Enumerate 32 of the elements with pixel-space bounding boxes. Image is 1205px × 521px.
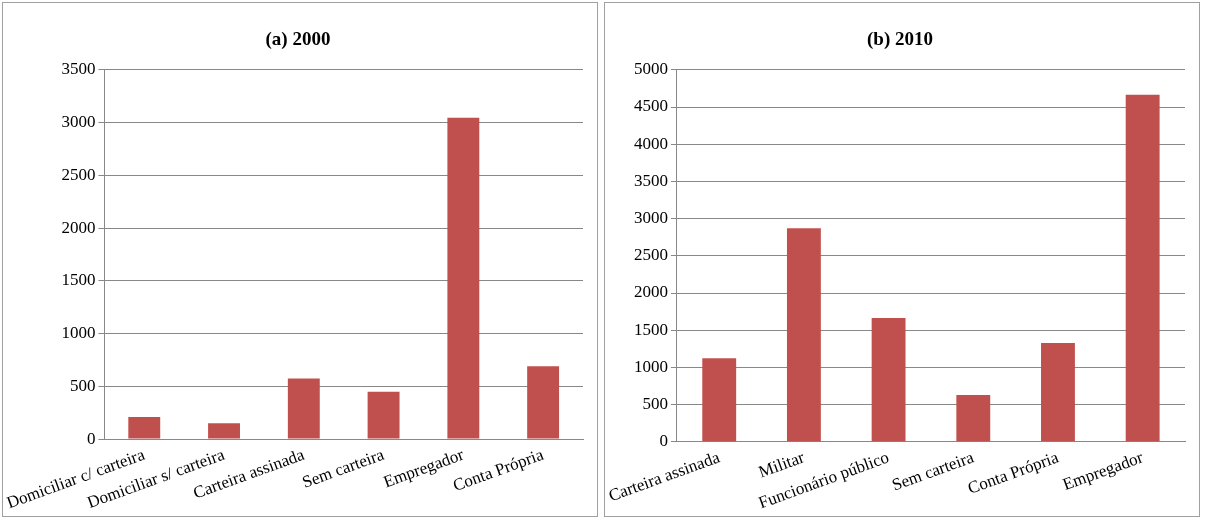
y-tick-label: 3500 — [633, 170, 668, 190]
y-tick-label: 0 — [86, 428, 96, 448]
bar — [1041, 342, 1075, 442]
bar — [287, 378, 320, 439]
y-tick-label: 1000 — [61, 323, 96, 343]
bar — [527, 366, 560, 439]
bar — [367, 391, 400, 439]
bar — [956, 394, 991, 442]
bar — [786, 228, 821, 442]
bar — [702, 358, 737, 442]
y-tick-label: 3000 — [61, 112, 96, 132]
y-tick-label: 1500 — [61, 270, 96, 290]
y-tick-label: 1500 — [633, 319, 668, 339]
y-tick-label: 500 — [69, 375, 96, 395]
y-tick-label: 2000 — [61, 217, 96, 237]
y-tick-label: 2500 — [61, 164, 96, 184]
y-tick-label: 2500 — [633, 245, 668, 265]
y-tick-label: 4500 — [633, 96, 668, 116]
y-tick-label: 500 — [642, 394, 668, 414]
y-tick-label: 5000 — [633, 59, 668, 79]
y-tick-label: 2000 — [633, 282, 668, 302]
chart-title: (b) 2010 — [867, 28, 933, 51]
y-tick-label: 1000 — [633, 356, 668, 376]
bar — [871, 317, 906, 442]
y-tick-label: 4000 — [633, 133, 668, 153]
y-tick-label: 3000 — [633, 208, 668, 228]
y-tick-label: 3500 — [61, 59, 96, 79]
bar — [208, 423, 240, 439]
chart-title: (a) 2000 — [265, 28, 331, 51]
bar — [1125, 94, 1160, 442]
bar — [447, 117, 480, 439]
bar — [128, 416, 161, 439]
